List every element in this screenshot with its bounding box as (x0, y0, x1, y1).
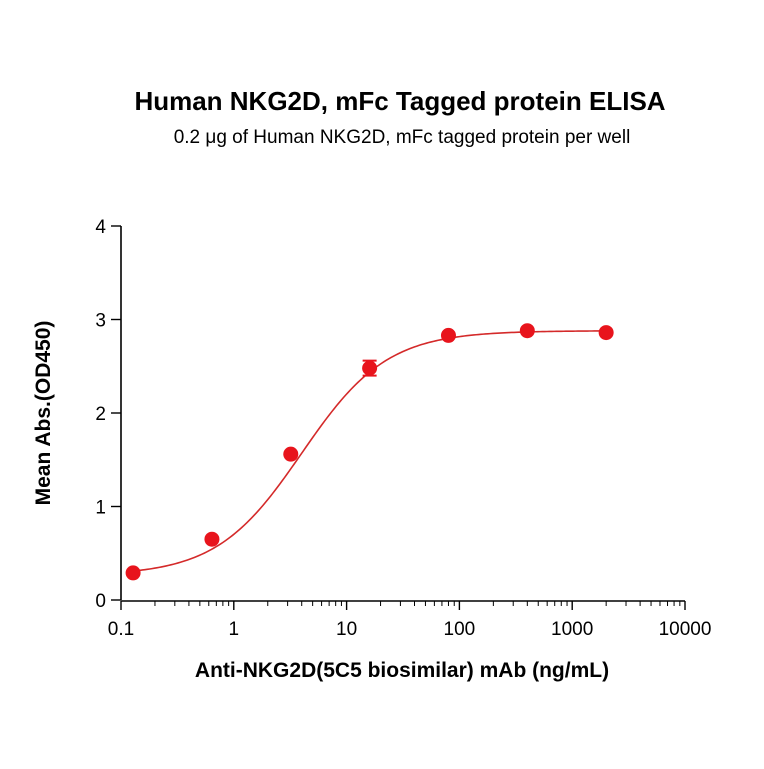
x-tick-label: 10000 (659, 619, 712, 640)
y-tick-label: 0 (95, 591, 106, 612)
x-tick-label: 10 (336, 619, 357, 640)
data-point (125, 565, 141, 581)
x-tick-label: 1 (229, 619, 240, 640)
x-tick-label: 100 (444, 619, 476, 640)
plot-area: 0.1 1 10 100 1000 10000 0 1 2 3 4 (95, 217, 711, 640)
y-tick-label: 1 (95, 498, 106, 519)
y-tick-label: 2 (95, 404, 106, 425)
x-tick-label: 1000 (551, 619, 593, 640)
chart-subtitle: 0.2 μg of Human NKG2D, mFc tagged protei… (174, 127, 631, 148)
data-point (362, 360, 378, 376)
data-point (598, 325, 614, 341)
x-tick-label: 0.1 (108, 619, 134, 640)
data-point (519, 323, 535, 339)
y-axis-title: Mean Abs.(OD450) (32, 321, 55, 506)
chart-title: Human NKG2D, mFc Tagged protein ELISA (134, 86, 665, 116)
x-axis-title: Anti-NKG2D(5C5 biosimilar) mAb (ng/mL) (195, 659, 609, 682)
y-tick-label: 4 (95, 217, 106, 238)
data-point (283, 446, 299, 462)
y-tick-label: 3 (95, 311, 106, 332)
data-point (204, 531, 220, 547)
data-point (440, 327, 456, 343)
